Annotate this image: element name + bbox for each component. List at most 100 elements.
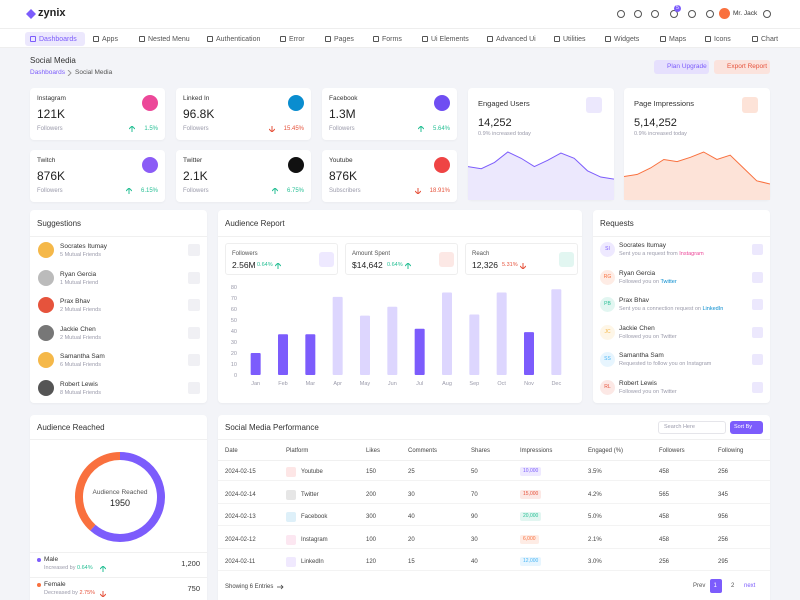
- column-header: Followers: [659, 448, 685, 454]
- nav-item[interactable]: Pages: [334, 36, 354, 43]
- header-icon[interactable]: [763, 10, 771, 18]
- suggestions-card: Suggestions Socrates Itumay 5 Mutual Frien…: [30, 210, 207, 403]
- nav-item[interactable]: Ui Elements: [431, 36, 469, 43]
- add-friend-button[interactable]: [188, 326, 200, 339]
- stat-icon: [288, 95, 304, 111]
- metric-label: Followers: [232, 251, 258, 257]
- nav-item[interactable]: Advanced Ui: [496, 36, 536, 43]
- header-icon[interactable]: [706, 10, 714, 18]
- nav-item[interactable]: Nested Menu: [148, 36, 190, 43]
- stat-value: 1.3M: [329, 107, 356, 121]
- add-friend-button[interactable]: [188, 299, 200, 311]
- request-name: Socrates Itumay: [619, 242, 666, 249]
- nav-item[interactable]: Apps: [102, 36, 118, 43]
- request-action-button[interactable]: [752, 326, 763, 338]
- add-friend-button[interactable]: [188, 244, 200, 256]
- request-action-button[interactable]: [752, 299, 763, 310]
- avatar: [38, 297, 54, 313]
- trend-arrow: [100, 591, 106, 597]
- table-cell: 565: [659, 491, 670, 498]
- sort-button[interactable]: [730, 421, 763, 434]
- stat-change: 5.64%: [432, 126, 450, 132]
- table-cell: 5.0%: [588, 514, 602, 520]
- stat-label: Subscribers: [329, 188, 361, 194]
- request-text: Requested to follow you on Instagram: [619, 361, 712, 367]
- column-header: Shares: [471, 448, 491, 454]
- stat-change: 18.91%: [429, 188, 450, 194]
- nav-item[interactable]: Widgets: [614, 36, 640, 43]
- impressions-badge: 10,000: [520, 467, 542, 476]
- add-friend-button[interactable]: [188, 271, 200, 284]
- stat-name: Twitch: [37, 157, 56, 164]
- metric-change: 0.64%: [387, 262, 403, 268]
- logo: zynix: [38, 7, 66, 19]
- x-tick-label: Jul: [416, 381, 423, 387]
- nav-item[interactable]: Error: [289, 36, 305, 43]
- suggestion-friends: 5 Mutual Friends: [60, 252, 101, 258]
- nav-item[interactable]: Dashboards: [39, 36, 77, 43]
- pagination-item[interactable]: Prev: [693, 583, 706, 589]
- request-action-button[interactable]: [752, 271, 763, 283]
- request-initials: SS: [600, 352, 615, 367]
- trend-arrow: [415, 188, 421, 194]
- add-friend-button[interactable]: [188, 381, 200, 394]
- donut-slice: [90, 452, 165, 542]
- request-action-button[interactable]: [752, 381, 763, 393]
- plan-upgrade-button[interactable]: [654, 60, 709, 74]
- nav-item[interactable]: Chart: [761, 36, 779, 43]
- chevron: [67, 70, 72, 76]
- impressions-badge: 6,000: [520, 534, 539, 544]
- divider: [218, 236, 582, 237]
- arrow-shape: [272, 188, 278, 194]
- nav-active-bg: [25, 32, 85, 46]
- metric-icon: [319, 252, 334, 267]
- table-cell: 100: [366, 536, 377, 543]
- stat-card: Youtube 876K Subscribers 18.91%: [322, 150, 457, 202]
- row-divider: [218, 525, 770, 526]
- suggestion-name: Ryan Gercia: [60, 270, 97, 278]
- header-icon[interactable]: [617, 10, 625, 18]
- search-input[interactable]: [658, 421, 726, 434]
- request-text: Sent you a request from: [619, 251, 678, 257]
- legend-note-row: Increased by 0.64%: [44, 565, 93, 572]
- nav-item[interactable]: Utilities: [563, 36, 586, 43]
- request-action-button[interactable]: [752, 244, 763, 255]
- donut-chart: [75, 452, 165, 542]
- arrow-shape: [269, 126, 275, 132]
- table-cell: 956: [718, 514, 729, 520]
- header-icon[interactable]: [634, 10, 642, 18]
- nav-item[interactable]: Authentication: [216, 36, 261, 43]
- header-icon[interactable]: [651, 10, 659, 18]
- user-name[interactable]: Mr. Jack: [733, 10, 758, 17]
- request-action-button[interactable]: [752, 354, 763, 365]
- stat-label: Followers: [37, 188, 63, 194]
- nav-item[interactable]: Icons: [714, 36, 731, 43]
- stat-name: Instagram: [37, 95, 66, 102]
- request-initials: RL: [600, 379, 615, 395]
- pagination-item[interactable]: 1: [713, 583, 717, 589]
- breadcrumb-separator: [67, 70, 72, 76]
- sparkline-area: [468, 152, 614, 200]
- x-tick-label: Feb: [278, 381, 287, 387]
- pagination-item[interactable]: 2: [731, 583, 735, 589]
- trend-arrow: [126, 188, 132, 194]
- header-icon[interactable]: [688, 10, 696, 18]
- highlight-card: Page Impressions 5,14,252 0.9% increased t…: [624, 88, 770, 200]
- legend-dot: [37, 583, 41, 587]
- x-tick-label: Sep: [469, 381, 479, 387]
- breadcrumb-link[interactable]: Dashboards: [30, 69, 66, 76]
- table-cell: 256: [659, 559, 670, 565]
- suggestion-name: Samantha Sam: [60, 353, 105, 360]
- nav-item[interactable]: Forms: [382, 36, 402, 43]
- pagination-item[interactable]: next: [744, 583, 756, 589]
- user-avatar[interactable]: [719, 8, 730, 19]
- stat-label: Followers: [183, 188, 209, 194]
- table-cell: 256: [718, 536, 729, 543]
- table-cell: 345: [718, 491, 729, 498]
- export-report-button[interactable]: [714, 60, 770, 74]
- x-tick-label: Oct: [497, 381, 506, 387]
- bar: [332, 296, 343, 375]
- arrow-shape: [100, 566, 106, 572]
- nav-item[interactable]: Maps: [669, 36, 687, 43]
- add-friend-button[interactable]: [188, 354, 200, 366]
